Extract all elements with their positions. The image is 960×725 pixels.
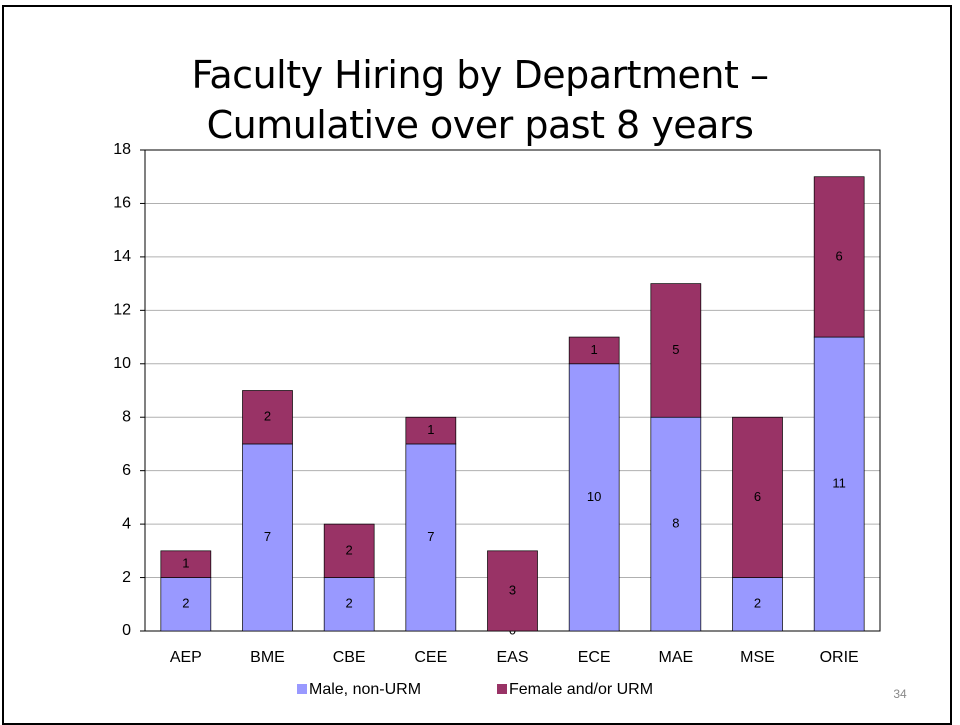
legend-swatch — [497, 684, 507, 694]
bar-segment — [568, 336, 620, 365]
data-label: 8 — [672, 516, 679, 531]
bar-segment — [323, 577, 375, 632]
data-label: 1 — [182, 556, 189, 571]
y-tick-label: 12 — [113, 302, 131, 319]
data-label: 2 — [346, 542, 353, 557]
chart-title: Faculty Hiring by Department – Cumulativ… — [191, 53, 769, 147]
data-label: 11 — [832, 475, 846, 490]
bar-segment — [568, 363, 620, 632]
data-label: 2 — [182, 596, 189, 611]
bar-segment — [813, 176, 865, 338]
data-label: 1 — [591, 342, 598, 357]
y-tick-label: 14 — [113, 248, 131, 265]
bar-segment — [813, 336, 865, 632]
bar-segment — [242, 390, 293, 445]
y-tick-label: 18 — [113, 141, 131, 158]
data-label: 2 — [754, 596, 761, 611]
bar-segment — [160, 550, 212, 578]
x-tick-label: ECE — [578, 649, 611, 666]
x-tick-label: MAE — [658, 649, 693, 666]
bar-segment — [650, 283, 702, 418]
x-tick-label: ORIE — [820, 649, 859, 666]
data-label: 6 — [836, 248, 843, 263]
data-label: 3 — [509, 582, 516, 597]
bar-segment — [487, 550, 538, 632]
x-tick-label: AEP — [170, 649, 202, 666]
data-label: 7 — [264, 529, 271, 544]
bar-segment — [323, 523, 375, 578]
y-tick-label: 2 — [122, 569, 131, 586]
bar-segment — [242, 443, 293, 632]
bar-segment — [405, 443, 457, 632]
legend-swatch — [297, 684, 307, 694]
bar-segment — [732, 577, 783, 632]
y-tick-label: 6 — [122, 462, 131, 479]
data-label: 6 — [754, 489, 761, 504]
x-tick-label: CEE — [414, 649, 447, 666]
bar-segment — [650, 416, 702, 632]
y-tick-label: 10 — [113, 355, 131, 372]
data-label: 5 — [672, 342, 679, 357]
y-tick-label: 16 — [113, 195, 131, 212]
data-label: 10 — [587, 489, 601, 504]
y-tick-label: 0 — [122, 622, 131, 639]
y-tick-label: 8 — [122, 408, 131, 425]
data-label: 2 — [346, 596, 353, 611]
y-tick-label: 4 — [122, 515, 131, 532]
bar-segment — [732, 416, 783, 578]
legend-label: Female and/or URM — [509, 681, 653, 698]
bar-segment — [160, 577, 212, 632]
data-label: 2 — [264, 409, 271, 424]
x-tick-label: EAS — [496, 649, 528, 666]
bar-segment — [405, 416, 457, 445]
data-label: 7 — [427, 529, 434, 544]
x-tick-label: BME — [250, 649, 285, 666]
slide-number: 34 — [893, 687, 907, 701]
data-label: 1 — [427, 422, 434, 437]
x-tick-label: CBE — [333, 649, 366, 666]
x-tick-label: MSE — [740, 649, 775, 666]
legend-label: Male, non-URM — [309, 681, 421, 698]
